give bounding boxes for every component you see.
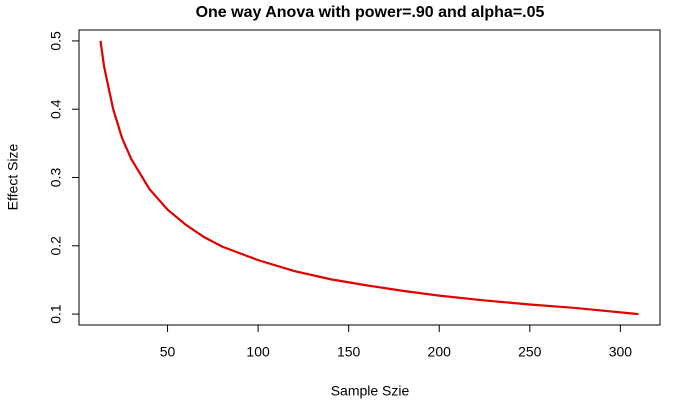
x-tick-label: 50 bbox=[160, 344, 176, 360]
x-tick-label: 100 bbox=[246, 344, 270, 360]
x-tick-label: 200 bbox=[428, 344, 452, 360]
x-tick-label: 150 bbox=[337, 344, 361, 360]
y-tick-label: 0.4 bbox=[48, 99, 64, 119]
chart-title: One way Anova with power=.90 and alpha=.… bbox=[196, 4, 545, 21]
y-tick-label: 0.1 bbox=[48, 304, 64, 324]
x-tick-label: 250 bbox=[518, 344, 542, 360]
y-axis-label: Effect Size bbox=[5, 143, 21, 210]
x-axis-label: Sample Szie bbox=[331, 383, 410, 399]
y-tick-label: 0.5 bbox=[48, 31, 64, 51]
plot-box bbox=[78, 29, 661, 326]
y-tick-label: 0.2 bbox=[48, 236, 64, 256]
y-tick-label: 0.3 bbox=[48, 168, 64, 188]
data-line bbox=[99, 40, 639, 316]
x-tick-label: 300 bbox=[609, 344, 633, 360]
